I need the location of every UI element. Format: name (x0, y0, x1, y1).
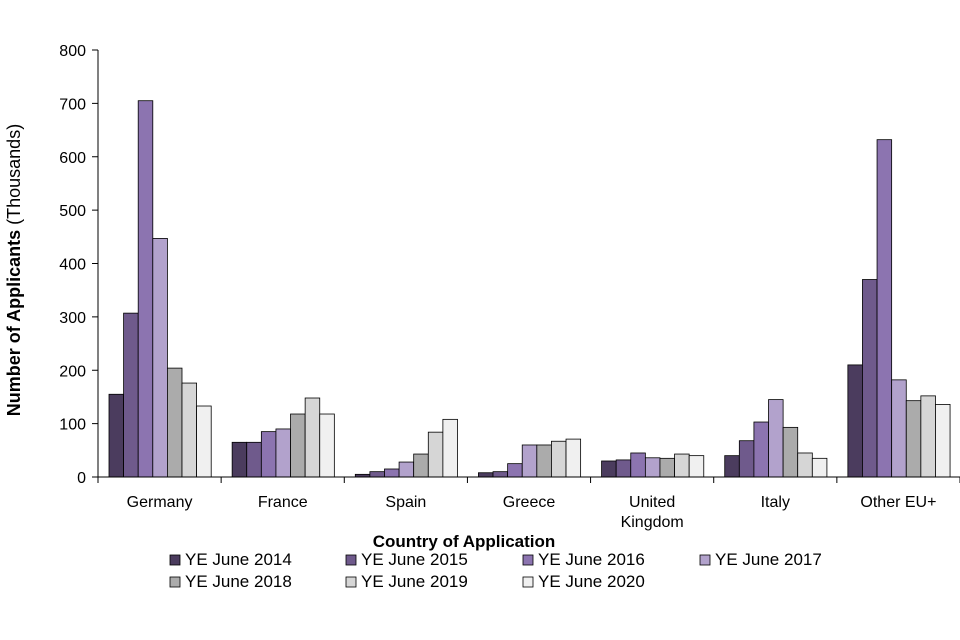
y-tick-label: 100 (59, 417, 86, 434)
bar (427, 431, 444, 478)
bar (688, 455, 705, 478)
bar (123, 312, 139, 478)
bar (260, 431, 277, 478)
bar (304, 397, 321, 478)
bar (891, 379, 907, 478)
bar (644, 457, 661, 478)
legend-label: YE June 2016 (538, 550, 645, 569)
bar (674, 453, 690, 478)
bar (398, 461, 415, 478)
legend-label: YE June 2017 (715, 550, 822, 569)
bar (319, 413, 335, 478)
bar (290, 413, 306, 478)
bar (876, 139, 893, 478)
bar (181, 382, 198, 478)
bar (384, 468, 400, 478)
bar (659, 457, 675, 478)
bar (108, 393, 125, 478)
legend-label: YE June 2015 (361, 550, 468, 569)
bar (478, 472, 494, 478)
y-tick-label: 400 (59, 257, 86, 274)
legend-swatch (522, 576, 534, 588)
bars (108, 100, 951, 478)
bar (905, 400, 922, 478)
legend-label: YE June 2020 (538, 572, 645, 591)
bar (137, 100, 154, 478)
x-tick-label: Germany (127, 494, 193, 511)
bar (862, 279, 878, 478)
bar (920, 395, 936, 478)
bar (724, 455, 740, 478)
bar (797, 452, 813, 478)
bar (231, 441, 248, 478)
y-tick-label: 700 (59, 96, 86, 113)
bar (492, 471, 509, 478)
y-tick-label: 200 (59, 363, 86, 380)
bar (275, 428, 291, 478)
legend-swatch (345, 554, 357, 566)
bar (536, 444, 552, 478)
bar (521, 444, 538, 478)
x-tick-label: United Kingdom (621, 494, 684, 531)
x-tick-label: Italy (761, 494, 790, 511)
bar (935, 404, 951, 478)
legend-label: YE June 2014 (185, 550, 292, 569)
x-tick-label: Spain (385, 494, 426, 511)
bar (768, 399, 784, 478)
y-tick-label: 500 (59, 203, 86, 220)
bar (152, 238, 168, 478)
legend-label: YE June 2019 (361, 572, 468, 591)
y-tick-label: 600 (59, 150, 86, 167)
legend-swatch (169, 576, 181, 588)
bar (551, 440, 567, 478)
legend: YE June 2014 YE June 2015 YE June 2016 YE J… (169, 550, 822, 591)
y-tick-label: 0 (77, 470, 86, 487)
bar (753, 421, 769, 478)
x-tick-label: Greece (503, 494, 556, 511)
y-axis-title-main: Number of Applicants (4, 230, 24, 416)
bar (369, 471, 385, 478)
legend-swatch (345, 576, 357, 588)
bar (565, 438, 582, 478)
bar (442, 418, 458, 478)
bar (738, 440, 755, 478)
bar (811, 457, 828, 478)
bar (246, 441, 262, 478)
y-axis-title: Number of Applicants (Thousands) (4, 124, 24, 416)
x-tick-label: France (258, 494, 308, 511)
legend-swatch (699, 554, 711, 566)
bar (847, 364, 863, 478)
bar (413, 453, 429, 478)
y-axis: 0 100 200 300 400 500 600 700 800 (59, 43, 99, 487)
bar (507, 463, 523, 478)
y-tick-label: 800 (59, 43, 86, 60)
bar (601, 460, 617, 478)
x-axis-title: Country of Application (373, 532, 556, 551)
legend-label: YE June 2018 (185, 572, 292, 591)
bar (630, 452, 646, 478)
x-axis: Germany France Spain Greece United Kingdom Ita… (97, 476, 960, 531)
bar (196, 405, 212, 478)
bar (615, 459, 632, 478)
legend-swatch (522, 554, 534, 566)
y-axis-title-unit: (Thousands) (4, 124, 24, 230)
bar (782, 426, 799, 478)
bar (166, 367, 183, 478)
legend-swatch (169, 554, 181, 566)
x-tick-label: Other EU+ (860, 494, 936, 511)
y-tick-label: 300 (59, 310, 86, 327)
